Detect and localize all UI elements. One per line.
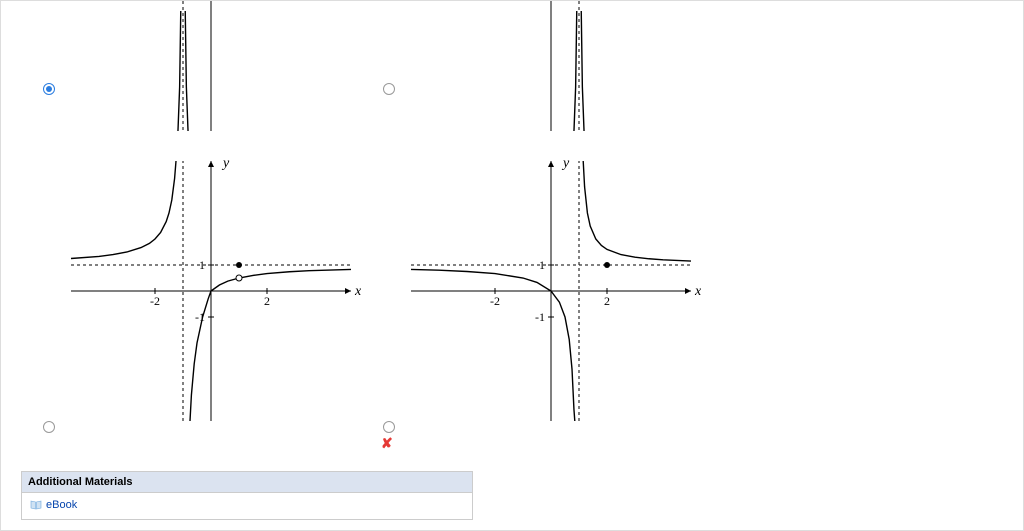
ebook-label: eBook: [46, 499, 77, 511]
additional-materials: Additional Materials eBook: [21, 471, 473, 520]
materials-header: Additional Materials: [22, 472, 472, 493]
chart-bottom-left: yx-221-1: [61, 151, 361, 431]
svg-text:-1: -1: [535, 310, 545, 324]
option-bottom-right: y x -2 2 1 -1: [401, 151, 701, 431]
ebook-link[interactable]: eBook: [30, 499, 77, 511]
option-bottom-left: yx-221-1: [61, 151, 361, 431]
wrong-icon: ✘: [381, 435, 393, 452]
chart-top-right: [401, 1, 701, 131]
book-icon: [30, 500, 42, 510]
option-top-left: [61, 1, 361, 131]
svg-text:x: x: [354, 284, 361, 299]
radio-top-right[interactable]: [383, 83, 395, 95]
svg-text:x: x: [694, 284, 701, 299]
svg-text:1: 1: [539, 258, 545, 272]
radio-bottom-left[interactable]: [43, 421, 55, 433]
option-top-right: [401, 1, 701, 131]
svg-text:-2: -2: [150, 294, 160, 308]
page-root: y x -2 2 1 -1 y x -2 2 1 -1 ✘ Additional Materials…: [0, 0, 1024, 531]
chart-top-left: [61, 1, 361, 131]
svg-text:2: 2: [264, 294, 270, 308]
svg-text:y: y: [561, 156, 570, 171]
chart-bottom-right: y x -2 2 1 -1: [401, 151, 701, 431]
svg-text:y: y: [221, 156, 230, 171]
svg-text:-2: -2: [490, 294, 500, 308]
radio-bottom-right[interactable]: [383, 421, 395, 433]
svg-text:2: 2: [604, 294, 610, 308]
svg-text:1: 1: [199, 258, 205, 272]
radio-top-left[interactable]: [43, 83, 55, 95]
